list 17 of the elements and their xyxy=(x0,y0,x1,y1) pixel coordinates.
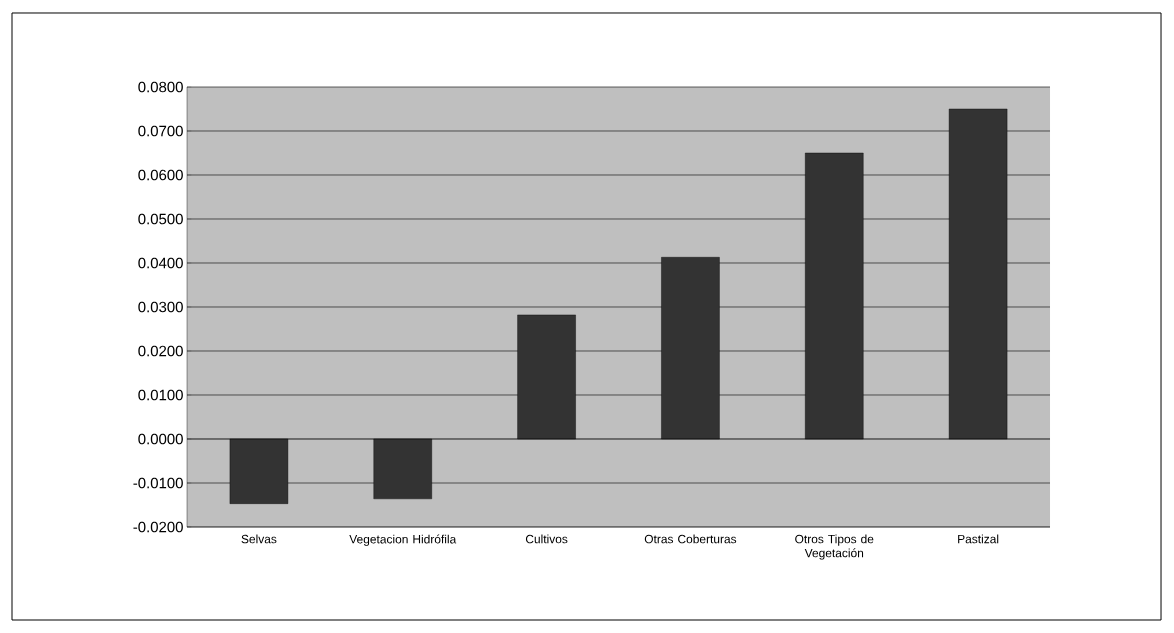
y-tick-label: 0.0100 xyxy=(138,389,183,401)
y-tick-label: 0.0700 xyxy=(138,125,183,137)
x-tick-label: Cultivos xyxy=(525,534,568,544)
x-tick-label: Otras Coberturas xyxy=(644,534,737,544)
y-tick-label: 0.0600 xyxy=(138,169,183,181)
y-tick-label: 0.0800 xyxy=(138,81,183,93)
y-tick-label: 0.0200 xyxy=(138,345,183,357)
y-tick-label: 0.0500 xyxy=(138,213,183,225)
y-tick-label: -0.0200 xyxy=(133,521,183,533)
x-tick-label: Vegetacion Hidrófila xyxy=(349,534,457,546)
y-tick-label: 0.0300 xyxy=(138,301,183,313)
y-tick-label: 0.0000 xyxy=(138,433,183,445)
y-tick-label: 0.0400 xyxy=(138,257,183,269)
y-tick-label: -0.0100 xyxy=(133,477,183,489)
x-tick-label: Pastizal xyxy=(958,534,999,544)
x-tick-label: Otros Tipos de Vegetación xyxy=(795,534,874,560)
x-tick-label: Selvas xyxy=(241,534,277,544)
